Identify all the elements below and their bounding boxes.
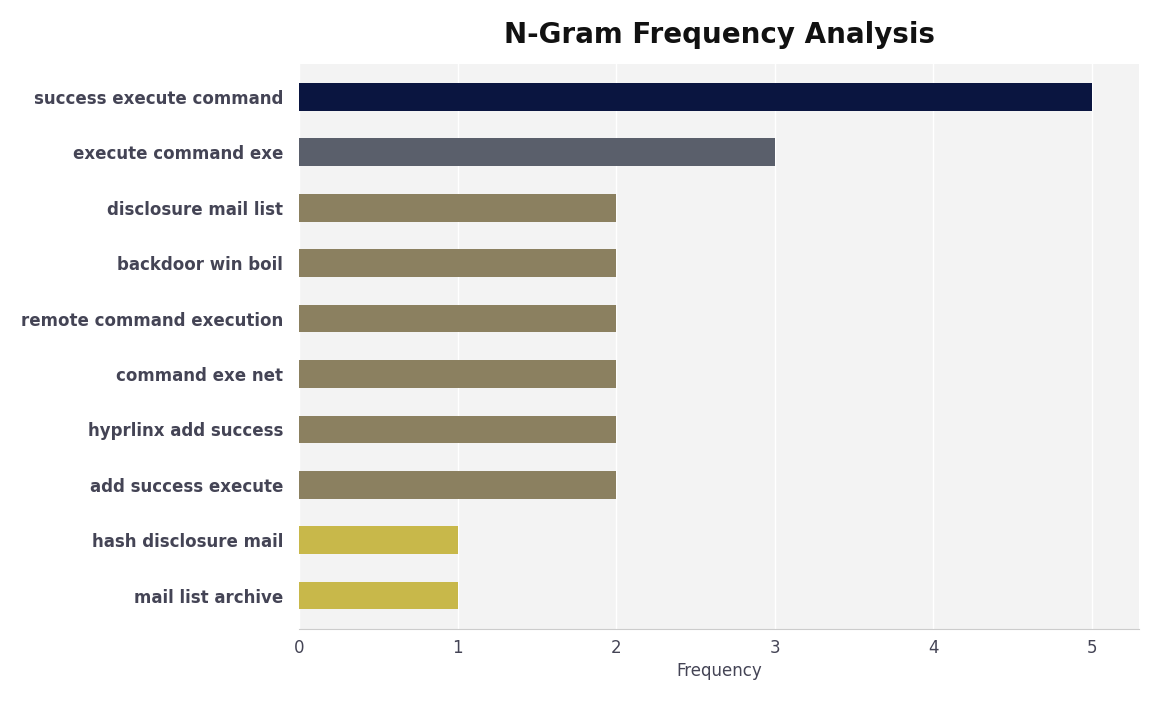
Bar (299, 305, 616, 332)
Title: N-Gram Frequency Analysis: N-Gram Frequency Analysis (503, 21, 935, 49)
Bar (299, 471, 616, 498)
Bar (299, 139, 775, 166)
Bar (299, 250, 616, 277)
Bar (299, 194, 616, 222)
Bar (299, 582, 457, 609)
Bar (299, 360, 616, 388)
Bar (299, 416, 616, 443)
Bar (299, 83, 1092, 111)
X-axis label: Frequency: Frequency (676, 662, 762, 680)
Bar (299, 526, 457, 554)
